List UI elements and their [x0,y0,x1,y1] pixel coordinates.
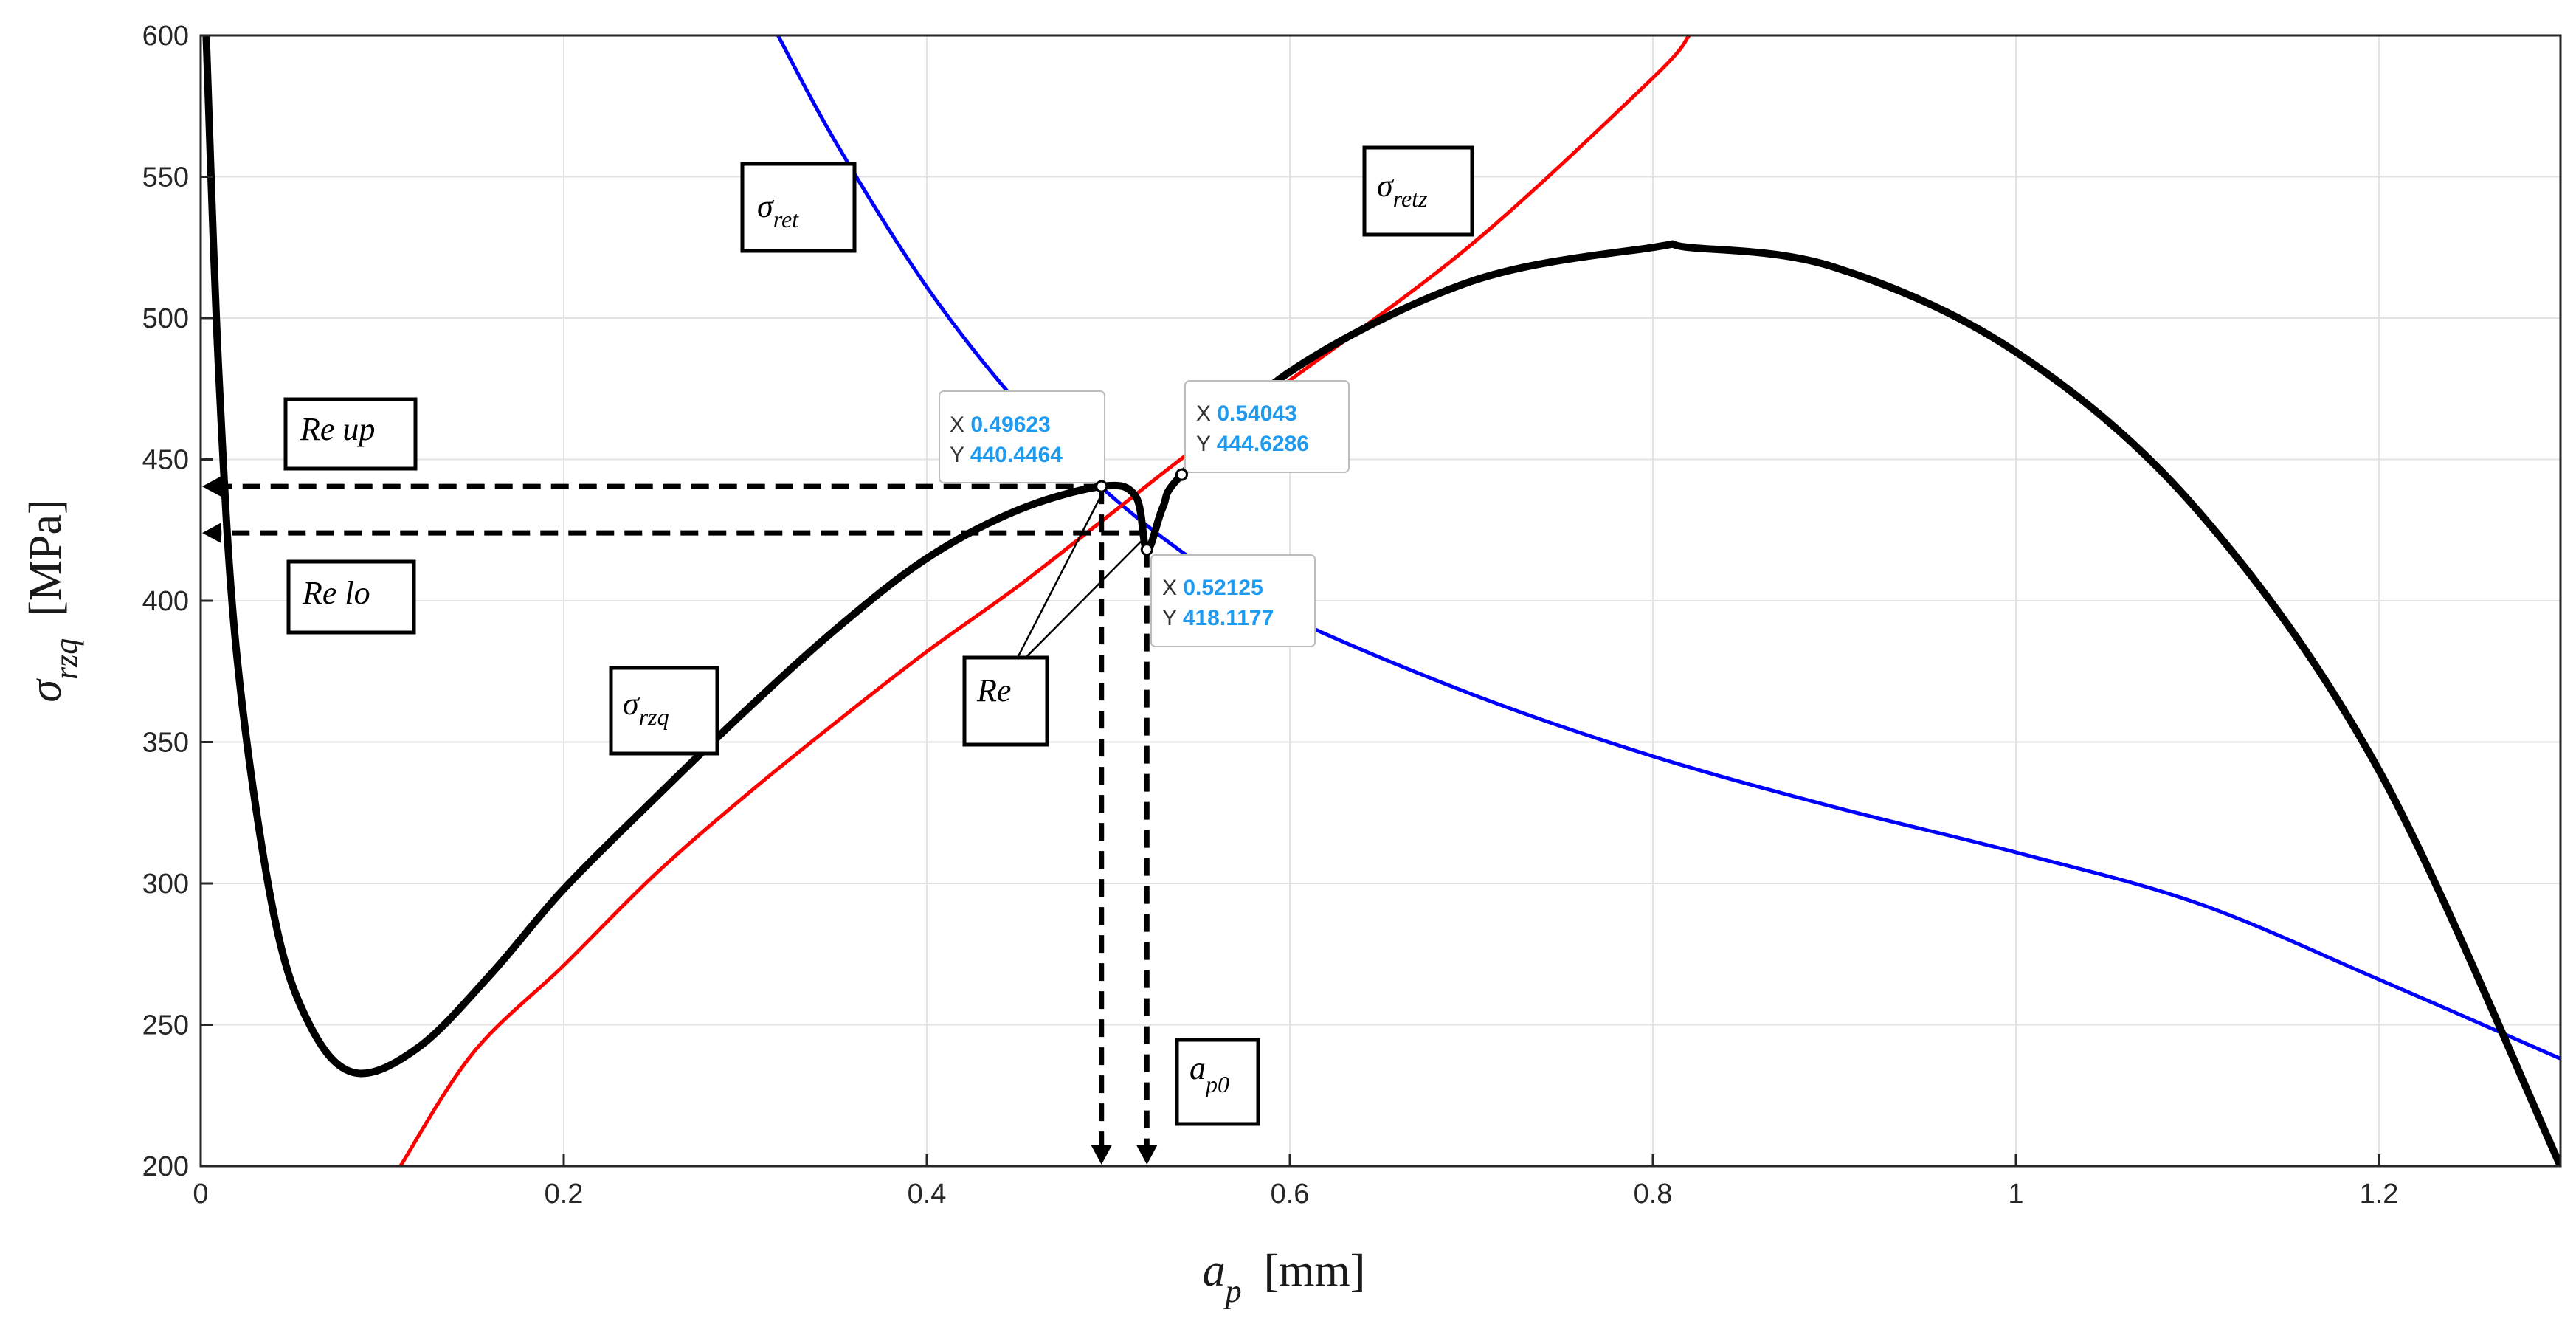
series-line-1 [776,35,2561,1061]
y-tick-label: 450 [142,445,189,476]
datatip-x-key: X [1162,576,1177,600]
svg-text:Y 418.1177: Y 418.1177 [1162,606,1274,630]
annotation-sub: retz [1393,185,1428,212]
annotation-label: σ [1377,168,1395,204]
annotation-re-up: Re up [283,397,418,471]
datatip-x-key: X [950,413,964,437]
arrow-head [202,523,221,544]
x-tick-label: 0.4 [908,1179,947,1210]
y-tick-label: 400 [142,586,189,617]
datatip-y-key: Y [1162,606,1177,630]
datatip-y-value: 418.1177 [1183,606,1274,630]
arrow-head [1091,1145,1112,1165]
y-tick-label: 200 [142,1151,189,1182]
x-label-main: a [1203,1246,1226,1296]
annotation-sigma-rzq: σrzq [609,666,719,756]
y-tick-label: 350 [142,728,189,759]
annotation-label: a [1189,1050,1206,1086]
y-label-main: σ [21,678,71,703]
svg-text:X 0.54043: X 0.54043 [1196,401,1297,426]
annotation-label: σ [623,686,640,722]
datatip-3[interactable]: X 0.52125 Y 418.1177 [1150,554,1316,647]
x-label-unit: [mm] [1264,1246,1366,1296]
annotation-re-lo: Re lo [286,559,416,635]
y-tick-label: 300 [142,869,189,900]
x-label-sub: p [1223,1273,1242,1309]
x-tick-label: 1.2 [2360,1179,2399,1210]
x-tick-label: 0 [193,1179,208,1210]
datatip-markers [1095,468,1188,556]
x-axis-label: ap [mm] [1203,1246,1366,1309]
y-tick-label: 600 [142,21,189,52]
annotation-sub: rzq [639,703,669,730]
svg-text:X 0.52125: X 0.52125 [1162,576,1263,600]
datatip-y-key: Y [1196,432,1211,456]
annotation-label: Re lo [302,575,370,611]
arrow-head [202,476,221,497]
x-tick-label: 0.6 [1271,1179,1310,1210]
y-label-sub: rzq [48,638,84,680]
datatip-marker [1140,543,1153,556]
annotation-sub: p0 [1204,1071,1229,1097]
x-tick-label: 0.2 [545,1179,584,1210]
datatip-y-value: 440.4464 [970,443,1063,467]
series-line-2 [398,35,1691,1166]
svg-text:σret: σret [757,188,799,232]
reference-lines [202,476,1158,1165]
annotation-label: σ [757,188,775,224]
svg-text:σrzq: σrzq [623,686,669,730]
datatip-y-value: 444.6286 [1217,432,1309,456]
datatip-x-value: 0.54043 [1217,401,1296,426]
datatip-x-value: 0.52125 [1183,576,1263,600]
datatip-marker [1175,468,1188,481]
y-axis-label: σrzq [MPa] [21,499,84,702]
annotation-sub: ret [773,206,799,232]
datatip-1[interactable]: X 0.49623 Y 440.4464 [939,390,1105,483]
x-tick-label: 1 [2008,1179,2023,1210]
x-tick-label: 0.8 [1634,1179,1673,1210]
y-label-unit: [MPa] [21,499,71,616]
annotation-sigma-ret: σret [740,162,857,253]
datatip-x-key: X [1196,401,1211,426]
datatip-marker [1095,480,1108,493]
annotation-label: Re up [300,411,375,447]
svg-text:σretz: σretz [1377,168,1428,212]
annotation-ap0: ap0 [1175,1038,1260,1126]
y-tick-label: 500 [142,303,189,334]
annotation-label: Re [976,672,1011,708]
y-tick-label: 250 [142,1010,189,1041]
arrow-head [1136,1145,1158,1165]
svg-text:Y 440.4464: Y 440.4464 [950,443,1063,467]
datatip-2[interactable]: X 0.54043 Y 444.6286 [1184,380,1350,473]
datatip-y-key: Y [950,443,964,467]
svg-text:X 0.49623: X 0.49623 [950,413,1051,437]
re-pointer-lines [1016,492,1143,658]
datatip-x-value: 0.49623 [970,413,1050,437]
ticks: 0 0.2 0.4 0.6 0.8 1 1.2 200 250 300 350 400 450 500 55… [142,21,2399,1210]
svg-text:ap0: ap0 [1189,1050,1229,1097]
svg-text:Y 444.6286: Y 444.6286 [1196,432,1309,456]
y-tick-label: 550 [142,162,189,193]
annotation-sigma-retz: σretz [1362,145,1474,237]
annotation-re: Re [962,655,1049,747]
